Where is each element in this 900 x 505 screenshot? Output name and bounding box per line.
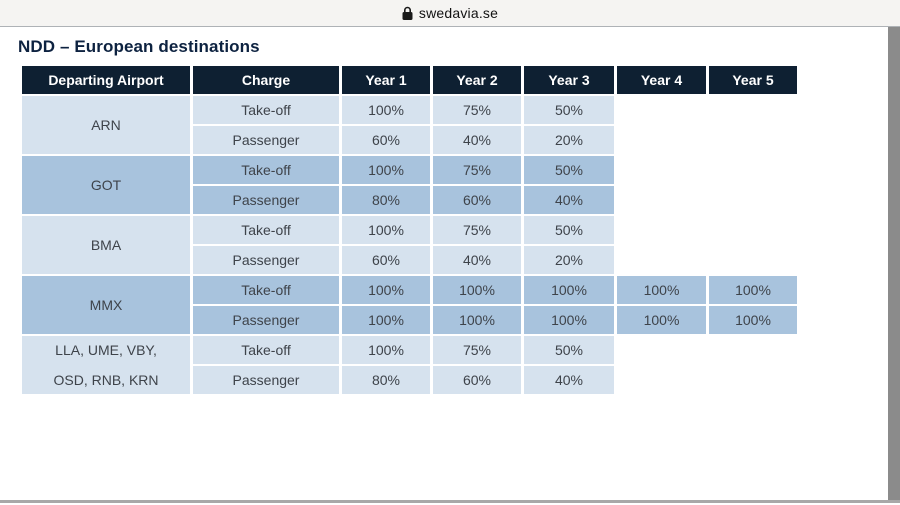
value-cell-empty (709, 126, 797, 154)
airport-label: GOT (90, 177, 122, 193)
value-cell: 40% (524, 186, 614, 214)
value-cell: 100% (342, 306, 430, 334)
value-cell: 75% (433, 96, 521, 124)
value-cell: 100% (433, 306, 521, 334)
header-cell: Charge (193, 66, 339, 94)
header-cell: Year 4 (617, 66, 706, 94)
value-cell-empty (617, 96, 706, 124)
value-cell: 100% (342, 156, 430, 184)
value-cell: 100% (617, 276, 706, 304)
value-cell: 100% (342, 96, 430, 124)
browser-url-bar[interactable]: swedavia.se (0, 0, 900, 27)
value-cell: 80% (342, 366, 430, 394)
value-cell-empty (617, 156, 706, 184)
scrollbar-track[interactable] (888, 27, 900, 500)
value-cell: 100% (709, 306, 797, 334)
airport-label: LLA, UME, VBY, (55, 342, 157, 358)
header-cell: Year 5 (709, 66, 797, 94)
airport-cell: LLA, UME, VBY, OSD, RNB, KRN (22, 336, 190, 394)
charge-cell: Passenger (193, 126, 339, 154)
lock-icon (402, 6, 413, 20)
airport-label: MMX (89, 297, 123, 313)
value-cell-empty (617, 216, 706, 244)
value-cell: 75% (433, 216, 521, 244)
charge-cell: Passenger (193, 306, 339, 334)
charge-cell: Passenger (193, 186, 339, 214)
charges-table: Departing Airport Charge Year 1 Year 2 Year … (22, 66, 797, 394)
charge-cell: Take-off (193, 216, 339, 244)
value-cell-empty (709, 96, 797, 124)
value-cell: 75% (433, 336, 521, 364)
value-cell: 100% (709, 276, 797, 304)
value-cell-empty (617, 366, 706, 394)
url-text: swedavia.se (418, 5, 499, 21)
value-cell: 50% (524, 336, 614, 364)
value-cell: 60% (433, 366, 521, 394)
value-cell-empty (709, 186, 797, 214)
value-cell: 80% (342, 186, 430, 214)
value-cell: 60% (433, 186, 521, 214)
page-title: NDD – European destinations (18, 37, 260, 56)
value-cell: 100% (342, 276, 430, 304)
value-cell-empty (617, 336, 706, 364)
value-cell-empty (709, 336, 797, 364)
value-cell-empty (709, 246, 797, 274)
value-cell: 60% (342, 126, 430, 154)
airport-label: ARN (91, 117, 121, 133)
charge-cell: Take-off (193, 156, 339, 184)
value-cell-empty (617, 126, 706, 154)
value-cell-empty (709, 216, 797, 244)
value-cell-empty (709, 156, 797, 184)
value-cell: 100% (342, 216, 430, 244)
charge-cell: Take-off (193, 276, 339, 304)
value-cell: 100% (617, 306, 706, 334)
value-cell: 20% (524, 126, 614, 154)
airport-cell: BMA (22, 216, 190, 274)
value-cell: 100% (342, 336, 430, 364)
value-cell-empty (709, 366, 797, 394)
charge-cell: Passenger (193, 246, 339, 274)
value-cell: 50% (524, 96, 614, 124)
airport-cell: ARN (22, 96, 190, 154)
value-cell-empty (617, 186, 706, 214)
header-cell: Year 1 (342, 66, 430, 94)
value-cell: 75% (433, 156, 521, 184)
value-cell: 50% (524, 216, 614, 244)
airport-label: BMA (90, 237, 122, 253)
airport-label: OSD, RNB, KRN (53, 372, 159, 388)
value-cell: 100% (524, 306, 614, 334)
charge-cell: Passenger (193, 366, 339, 394)
value-cell: 100% (524, 276, 614, 304)
value-cell: 100% (433, 276, 521, 304)
charge-cell: Take-off (193, 96, 339, 124)
value-cell: 20% (524, 246, 614, 274)
value-cell-empty (617, 246, 706, 274)
airport-cell: GOT (22, 156, 190, 214)
window-bottom-edge (0, 500, 900, 503)
header-cell: Year 2 (433, 66, 521, 94)
charge-cell: Take-off (193, 336, 339, 364)
value-cell: 60% (342, 246, 430, 274)
value-cell: 40% (433, 126, 521, 154)
value-cell: 50% (524, 156, 614, 184)
value-cell: 40% (524, 366, 614, 394)
airport-cell: MMX (22, 276, 190, 334)
value-cell: 40% (433, 246, 521, 274)
header-cell: Departing Airport (22, 66, 190, 94)
header-cell: Year 3 (524, 66, 614, 94)
